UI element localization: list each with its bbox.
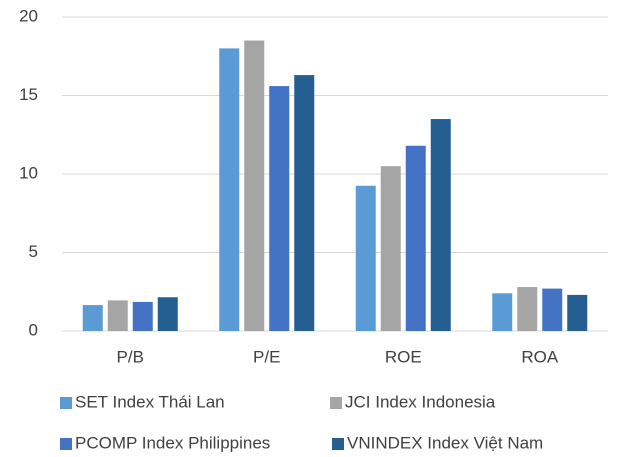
bar (542, 288, 563, 331)
x-tick-label: P/B (117, 347, 144, 366)
bar (567, 294, 588, 331)
x-tick-label: ROE (385, 347, 422, 366)
legend-swatch (330, 397, 342, 409)
bar (355, 185, 376, 331)
bar (82, 305, 103, 331)
bar (405, 145, 426, 331)
bar (517, 287, 538, 331)
bar (219, 48, 240, 332)
legend-label: JCI Index Indonesia (345, 392, 496, 411)
y-tick-label: 15 (19, 85, 38, 104)
y-tick-label: 5 (29, 242, 38, 261)
x-tick-label: ROA (521, 347, 559, 366)
bar (157, 297, 178, 331)
bar (244, 40, 265, 332)
y-tick-label: 10 (19, 163, 38, 182)
bar (294, 75, 315, 331)
x-tick-label: P/E (253, 347, 280, 366)
legend-swatch (332, 438, 344, 450)
legend-swatch (60, 438, 72, 450)
bar (132, 301, 153, 331)
y-tick-label: 20 (19, 6, 38, 25)
bar (430, 119, 451, 331)
legend-label: PCOMP Index Philippines (75, 433, 270, 452)
bar (492, 293, 513, 331)
legend-label: VNINDEX Index Việt Nam (347, 433, 543, 452)
bar (269, 86, 290, 331)
bar (107, 300, 128, 331)
legend-label: SET Index Thái Lan (75, 392, 225, 411)
bar (380, 166, 401, 331)
legend-swatch (60, 397, 72, 409)
y-tick-label: 0 (29, 320, 38, 339)
